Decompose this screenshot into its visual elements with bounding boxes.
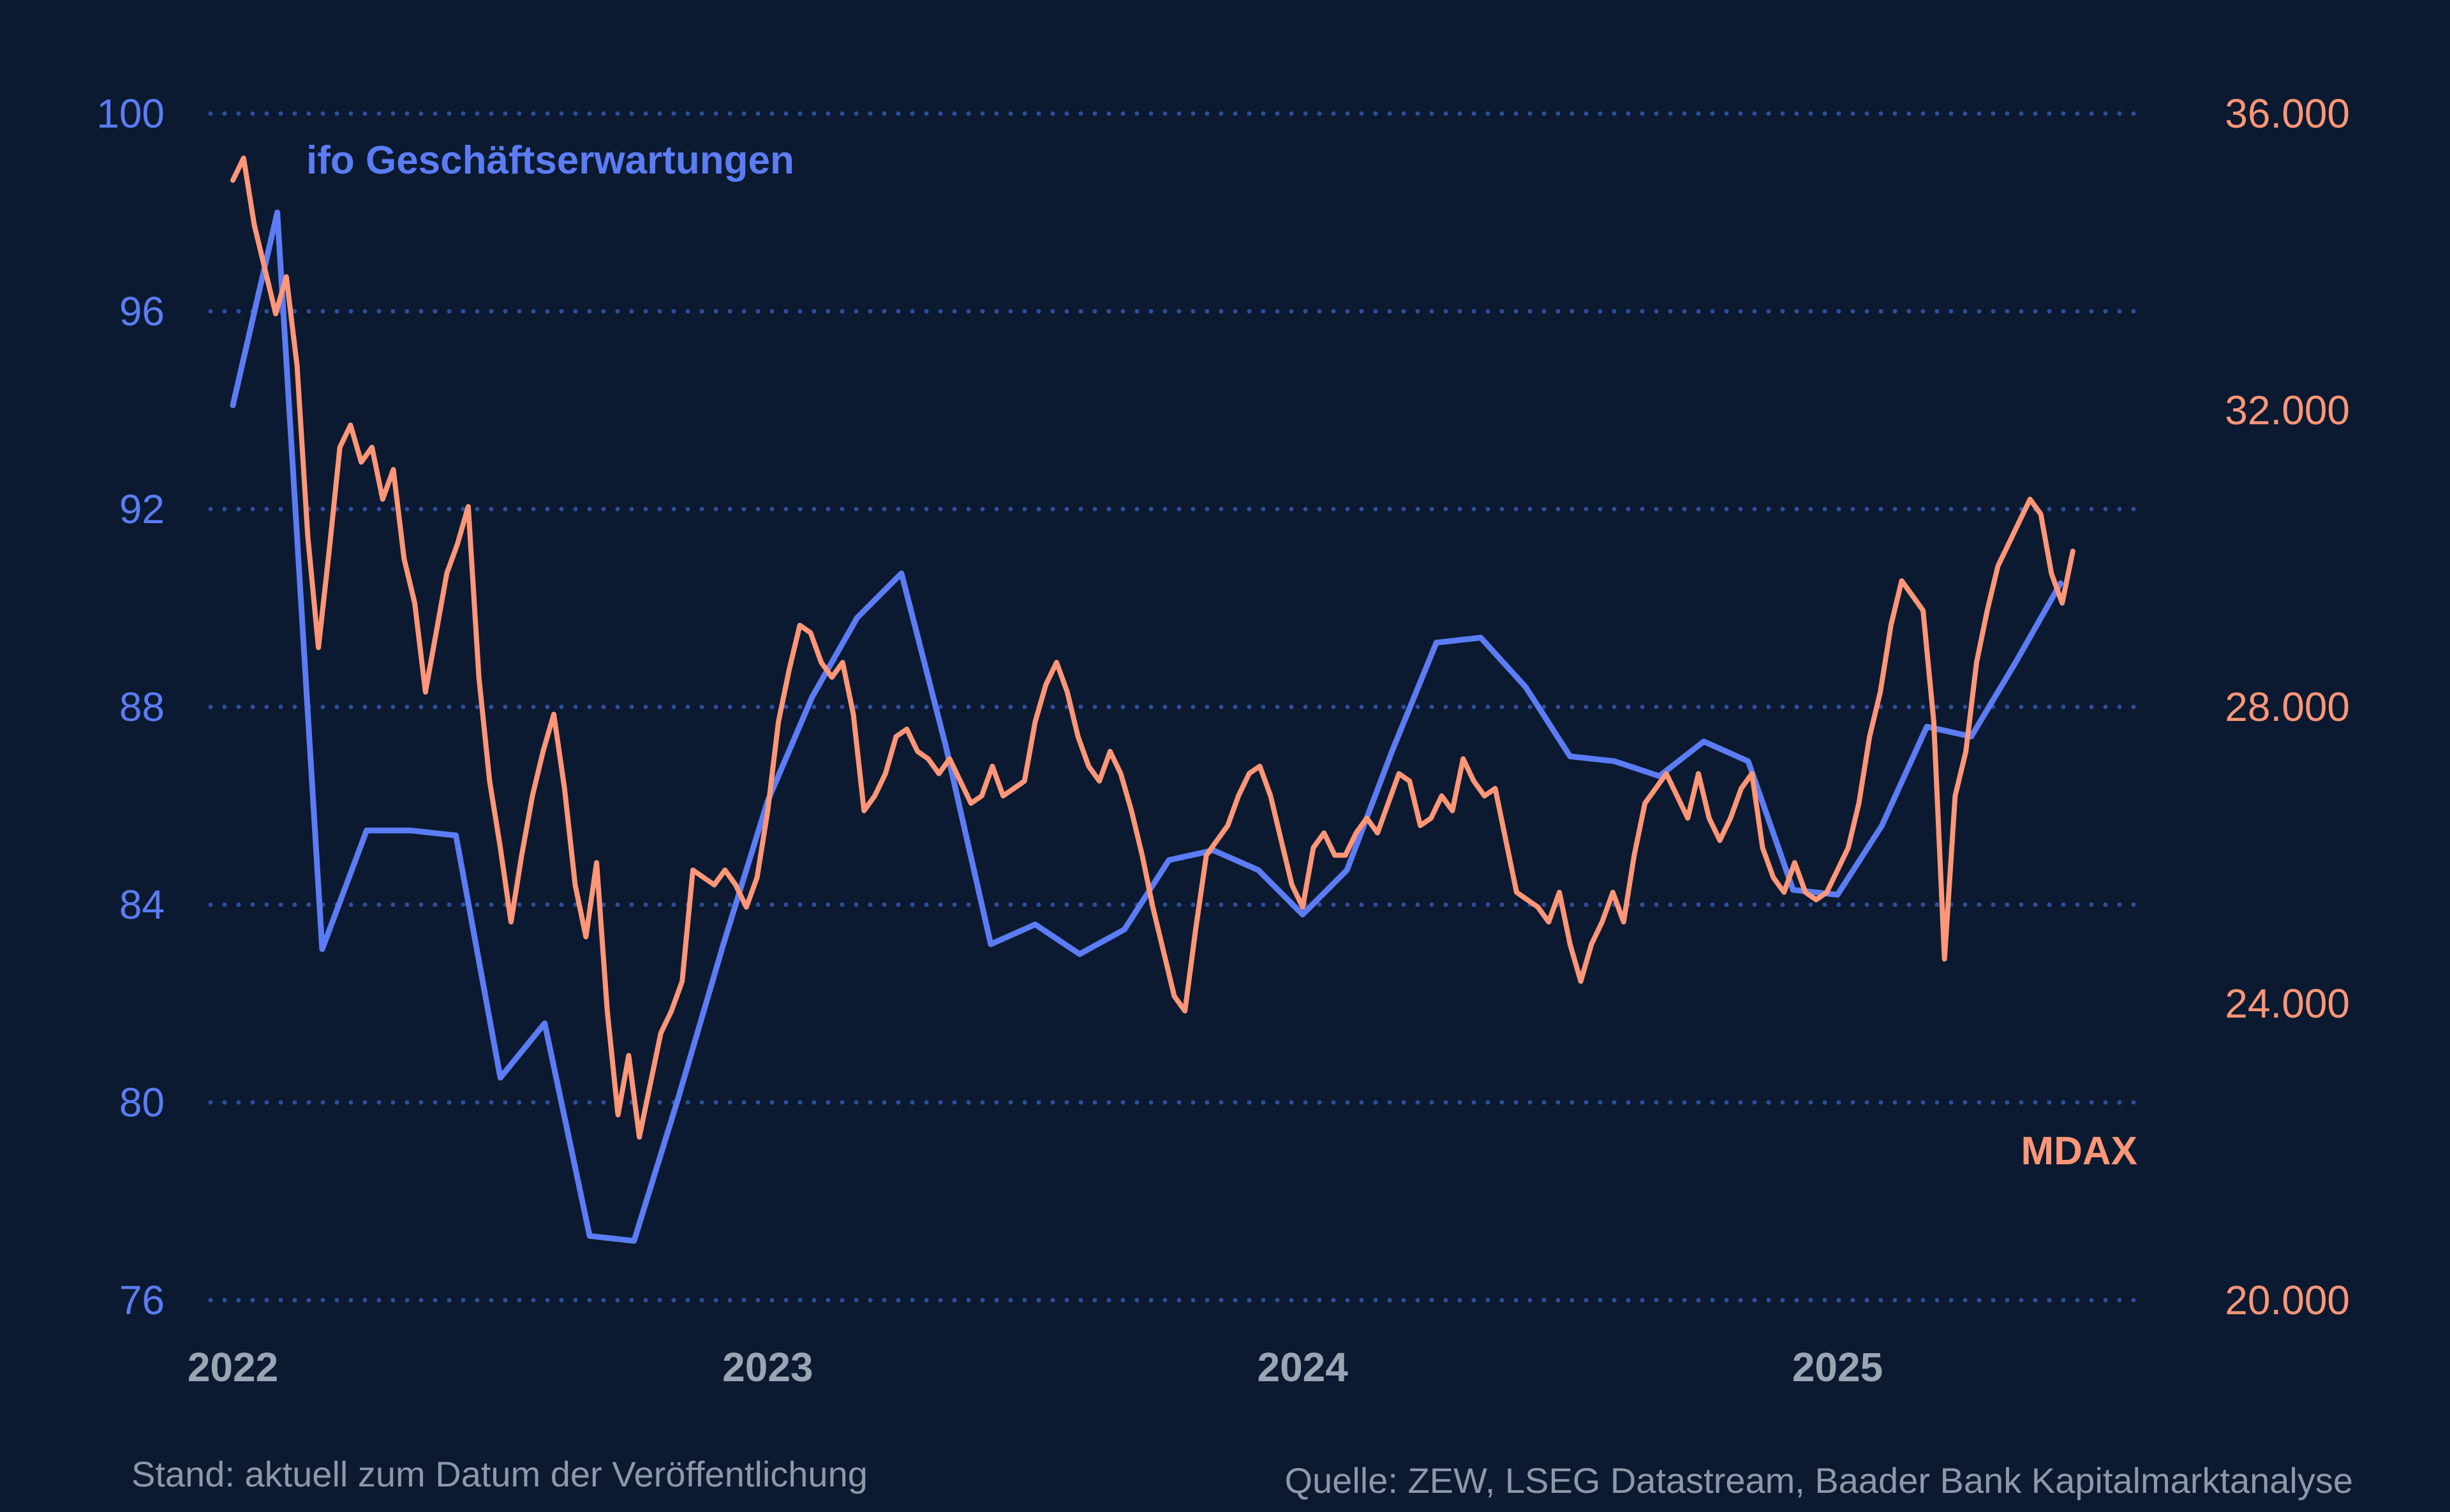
left-tick-label: 92 [119, 486, 165, 532]
footer-source: Quelle: ZEW, LSEG Datastream, Baader Ban… [1284, 1460, 2353, 1501]
left-tick-label: 80 [119, 1079, 165, 1125]
ifo-series-label: ifo Geschäftserwartungen [306, 138, 794, 182]
right-axis: 36.000 32.000 28.000 24.000 20.000 [2225, 91, 2350, 1323]
left-tick-label: 96 [119, 288, 165, 334]
mdax-line [230, 155, 2075, 1140]
right-tick-label: 28.000 [2225, 684, 2350, 730]
right-tick-label: 36.000 [2225, 91, 2350, 137]
x-axis: 2022 2023 2024 2025 [188, 1344, 1883, 1390]
right-tick-label: 32.000 [2225, 387, 2350, 433]
left-tick-label: 100 [96, 91, 165, 137]
x-tick-label: 2024 [1257, 1344, 1348, 1390]
grid [208, 111, 2137, 1303]
footer-stand: Stand: aktuell zum Datum der Veröffentli… [131, 1454, 868, 1494]
mdax-series-label: MDAX [2021, 1129, 2137, 1173]
right-tick-label: 24.000 [2225, 981, 2350, 1027]
left-axis: 100 96 92 88 84 80 76 [96, 91, 165, 1323]
x-tick-label: 2025 [1792, 1344, 1883, 1390]
right-tick-label: 20.000 [2225, 1277, 2350, 1323]
series-lines [230, 155, 2075, 1244]
left-tick-label: 76 [119, 1277, 165, 1323]
x-tick-label: 2023 [722, 1344, 813, 1390]
left-tick-label: 84 [119, 882, 165, 928]
left-tick-label: 88 [119, 684, 165, 730]
x-tick-label: 2022 [188, 1344, 278, 1390]
